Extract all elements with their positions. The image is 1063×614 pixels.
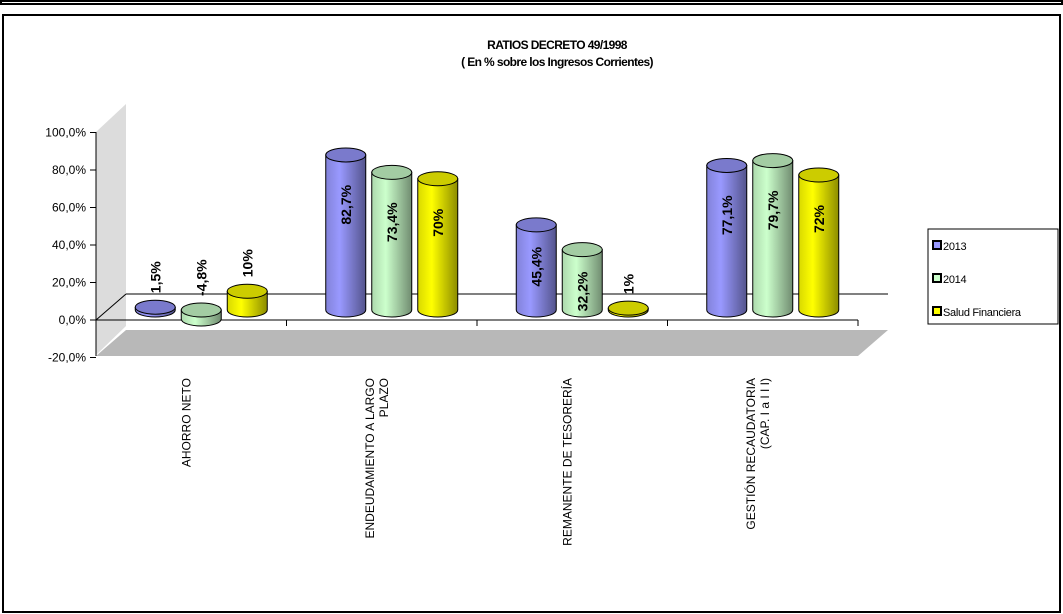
bar-body: [515, 224, 557, 318]
y-axis: 100,0% 80,0% 60,0% 40,0% 20,0% 0,0% -20,0%: [45, 126, 97, 365]
y-tick-label: 100,0%: [45, 126, 86, 140]
bar-body: [561, 249, 603, 318]
bar-cap: [607, 300, 649, 316]
top-border-strip: [0, 0, 1063, 5]
data-label: 1%: [620, 273, 636, 294]
y-tick-label: 20,0%: [52, 276, 86, 290]
legend-label: Salud Financiera: [943, 307, 1022, 319]
data-label: 73,4%: [384, 202, 400, 242]
bar-2014: [371, 164, 413, 318]
data-label: 32,2%: [574, 271, 590, 311]
bar-body: [798, 174, 840, 318]
bar-2013: [134, 299, 176, 318]
category-label: (CAP. I a I I I): [758, 378, 772, 449]
y-tick-label: 80,0%: [52, 163, 86, 177]
y-tick-label: 0,0%: [59, 313, 87, 327]
y-tick-label: 40,0%: [52, 238, 86, 252]
chart-title: RATIOS DECRETO 49/1998: [487, 38, 628, 52]
data-label: 70%: [430, 208, 446, 237]
bar-body: [417, 178, 459, 318]
data-label: 1,5%: [147, 261, 163, 293]
bar-cap: [417, 171, 459, 187]
zero-plane-side: [95, 293, 127, 321]
bar-cap: [752, 153, 794, 169]
bar-2013: [706, 157, 748, 318]
bar-2013: [515, 217, 557, 318]
legend-swatch: [932, 240, 942, 250]
legend-box: [927, 228, 1059, 325]
bar-body: [325, 154, 367, 318]
bar-salud-financiera: [417, 171, 459, 318]
back-wall: [96, 104, 126, 355]
y-tick-label: 60,0%: [52, 201, 86, 215]
category-label: REMANENTE DE TESORERÍA: [559, 378, 574, 546]
bar-cap: [325, 147, 367, 163]
bar-2013: [325, 147, 367, 318]
bar-2014: [561, 242, 603, 318]
bar-cap: [371, 164, 413, 180]
bar-salud-financiera: [226, 283, 268, 318]
data-label: 10%: [239, 249, 255, 278]
category-label: GESTIÓN RECAUDATORIA: [743, 378, 758, 530]
bar-cap: [226, 283, 268, 299]
data-label: 45,4%: [528, 246, 544, 286]
data-label: 72%: [811, 204, 827, 233]
bar-cap: [798, 167, 840, 183]
bar-cap: [180, 302, 222, 318]
data-label: -4,8%: [193, 259, 209, 296]
bar-2014: [180, 302, 222, 327]
bar-body: [706, 164, 748, 318]
category-label: AHORRO NETO: [179, 378, 193, 467]
bar-cap: [561, 242, 603, 258]
legend: 2013 2014 Salud Financiera: [927, 228, 1059, 325]
y-tick-label: -20,0%: [48, 351, 86, 365]
data-label: 77,1%: [719, 195, 735, 235]
category-label: PLAZO: [377, 378, 391, 417]
legend-swatch: [932, 306, 942, 316]
bar-cap: [515, 217, 557, 233]
category-label: ENDEUDAMIENTO A LARGO: [363, 378, 377, 538]
data-label: 82,7%: [338, 184, 354, 224]
chart-subtitle: ( En % sobre los Ingresos Corrientes): [461, 55, 653, 69]
bar-cap: [134, 299, 176, 315]
legend-label: 2013: [943, 241, 966, 253]
bar-cap: [706, 157, 748, 173]
data-label: 79,7%: [765, 190, 781, 230]
bar-salud-financiera: [798, 167, 840, 318]
legend-label: 2014: [943, 274, 966, 286]
legend-swatch: [932, 273, 942, 283]
floor: [96, 330, 888, 356]
bar-body: [371, 171, 413, 318]
bar-salud-financiera: [607, 300, 649, 318]
bar-body: [752, 160, 794, 318]
bar-2014: [752, 153, 794, 318]
